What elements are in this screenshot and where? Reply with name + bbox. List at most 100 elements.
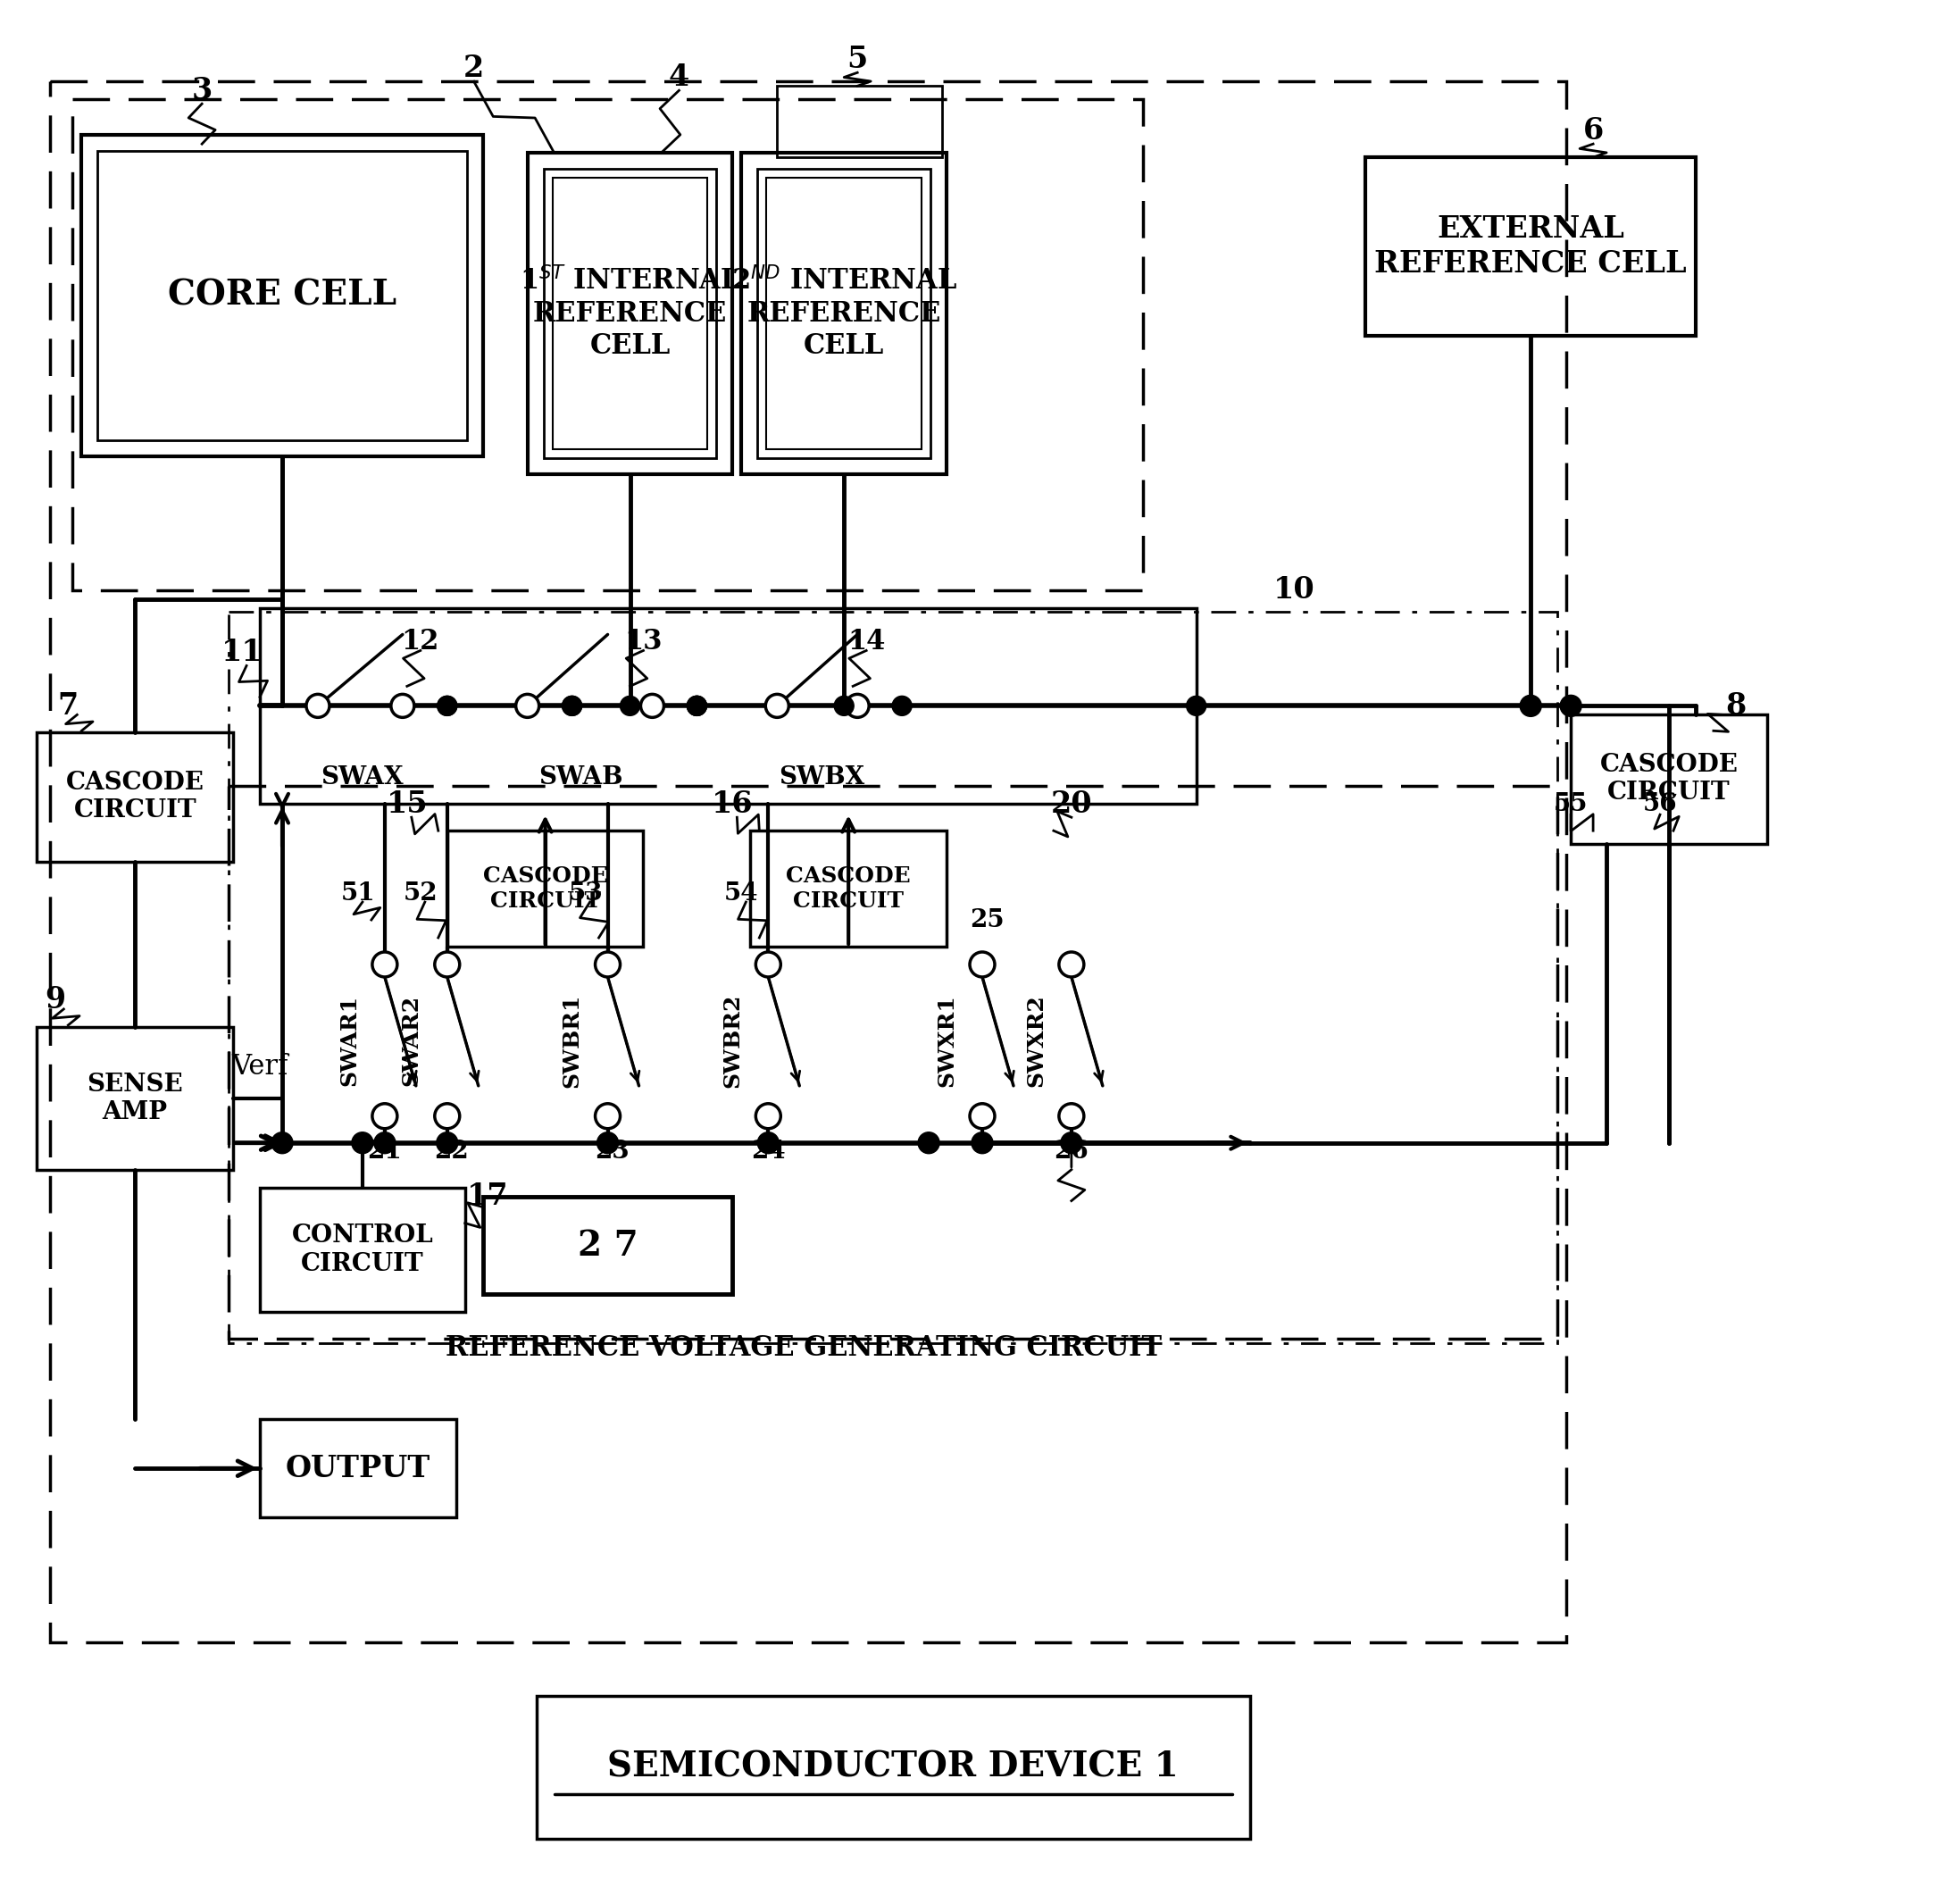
Text: 7: 7: [59, 691, 78, 720]
Text: 2$^{ND}$ INTERNAL
REFERENCE
CELL: 2$^{ND}$ INTERNAL REFERENCE CELL: [730, 267, 956, 360]
Text: 1$^{ST}$ INTERNAL
REFERENCE
CELL: 1$^{ST}$ INTERNAL REFERENCE CELL: [519, 267, 740, 360]
Text: 4: 4: [670, 63, 689, 91]
Bar: [750, 830, 947, 946]
Bar: [552, 177, 707, 449]
Bar: [228, 613, 1558, 1344]
Text: 17: 17: [467, 1182, 508, 1211]
Text: SWBX: SWBX: [779, 765, 865, 790]
Text: 21: 21: [367, 1140, 402, 1163]
Circle shape: [562, 697, 582, 716]
Text: 16: 16: [712, 790, 753, 819]
Circle shape: [892, 697, 912, 716]
Bar: [742, 152, 947, 474]
Text: CASCODE
CIRCUIT: CASCODE CIRCUIT: [482, 866, 607, 912]
Bar: [260, 1418, 457, 1517]
Circle shape: [687, 697, 707, 716]
Text: CASCODE
CIRCUIT: CASCODE CIRCUIT: [1601, 752, 1737, 805]
Circle shape: [755, 952, 781, 977]
Text: REFERENCE VOLTAGE GENERATING CIRCUIT: REFERENCE VOLTAGE GENERATING CIRCUIT: [445, 1335, 1161, 1361]
Text: CONTROL
CIRCUIT: CONTROL CIRCUIT: [291, 1224, 433, 1276]
Circle shape: [435, 952, 459, 977]
Text: 12: 12: [402, 628, 439, 655]
Circle shape: [390, 695, 414, 718]
Bar: [527, 152, 732, 474]
Circle shape: [972, 1133, 994, 1154]
Circle shape: [515, 695, 539, 718]
Text: 13: 13: [625, 628, 662, 655]
Text: SWAR2: SWAR2: [400, 994, 422, 1085]
Text: 20: 20: [1050, 790, 1093, 819]
Text: 9: 9: [45, 986, 64, 1015]
Text: 5: 5: [847, 44, 869, 74]
Circle shape: [595, 952, 621, 977]
Circle shape: [1521, 695, 1542, 716]
Bar: [72, 99, 1142, 590]
Text: 26: 26: [1054, 1140, 1089, 1163]
Circle shape: [917, 1133, 939, 1154]
Text: SWBR2: SWBR2: [722, 994, 744, 1087]
Bar: [228, 786, 1558, 1339]
Text: 8: 8: [1726, 691, 1747, 720]
Text: 3: 3: [191, 76, 213, 105]
Circle shape: [1058, 952, 1083, 977]
Circle shape: [834, 697, 853, 716]
Bar: [260, 1188, 465, 1312]
Bar: [51, 82, 1566, 1643]
Bar: [98, 150, 467, 440]
Bar: [767, 177, 921, 449]
Bar: [777, 86, 943, 158]
Text: SWXR2: SWXR2: [1025, 994, 1046, 1087]
Text: CASCODE
CIRCUIT: CASCODE CIRCUIT: [66, 771, 205, 823]
Text: EXTERNAL
REFERENCE CELL: EXTERNAL REFERENCE CELL: [1374, 215, 1687, 278]
Text: 2: 2: [463, 53, 484, 84]
Text: 23: 23: [595, 1140, 629, 1163]
Circle shape: [306, 695, 330, 718]
Text: 10: 10: [1273, 575, 1316, 605]
Text: SEMICONDUCTOR DEVICE 1: SEMICONDUCTOR DEVICE 1: [607, 1750, 1179, 1784]
Text: 25: 25: [970, 908, 1003, 931]
Bar: [757, 169, 931, 457]
Text: 51: 51: [342, 882, 375, 904]
Circle shape: [435, 1104, 459, 1129]
Circle shape: [687, 697, 707, 716]
Text: CASCODE
CIRCUIT: CASCODE CIRCUIT: [787, 866, 912, 912]
Text: SENSE
AMP: SENSE AMP: [88, 1072, 183, 1123]
Text: 55: 55: [1554, 792, 1589, 817]
Text: SWBR1: SWBR1: [562, 994, 584, 1087]
Text: SWAB: SWAB: [539, 765, 623, 790]
Text: 2 7: 2 7: [578, 1228, 638, 1262]
Text: OUTPUT: OUTPUT: [285, 1453, 431, 1483]
Circle shape: [755, 1104, 781, 1129]
Circle shape: [765, 695, 789, 718]
Bar: [537, 1696, 1249, 1839]
Text: 24: 24: [752, 1140, 785, 1163]
Text: 22: 22: [435, 1140, 468, 1163]
Text: 6: 6: [1583, 116, 1603, 145]
Circle shape: [640, 695, 664, 718]
Bar: [482, 1196, 732, 1295]
Text: 53: 53: [568, 882, 603, 904]
Circle shape: [437, 697, 457, 716]
Bar: [37, 1026, 232, 1169]
Text: 54: 54: [724, 882, 759, 904]
Bar: [37, 733, 232, 863]
Text: CORE CELL: CORE CELL: [168, 278, 396, 312]
Text: SWXR1: SWXR1: [935, 994, 956, 1087]
Circle shape: [845, 695, 869, 718]
Bar: [543, 169, 716, 457]
Circle shape: [271, 1133, 293, 1154]
Circle shape: [970, 1104, 996, 1129]
Bar: [1571, 714, 1767, 843]
Circle shape: [562, 697, 582, 716]
Bar: [82, 135, 482, 457]
Circle shape: [351, 1133, 373, 1154]
Circle shape: [597, 1133, 619, 1154]
Circle shape: [1560, 695, 1581, 716]
Circle shape: [1562, 697, 1581, 716]
Text: 14: 14: [847, 628, 884, 655]
Bar: [1366, 158, 1696, 335]
Text: 15: 15: [386, 790, 427, 819]
Text: SWAX: SWAX: [320, 765, 404, 790]
Circle shape: [437, 697, 457, 716]
Bar: [447, 830, 644, 946]
